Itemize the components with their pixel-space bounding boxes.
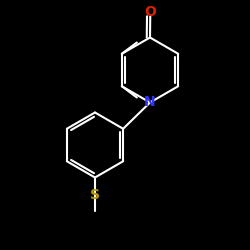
Text: O: O [144, 5, 156, 19]
Text: S: S [90, 188, 100, 202]
Text: N: N [144, 96, 156, 110]
